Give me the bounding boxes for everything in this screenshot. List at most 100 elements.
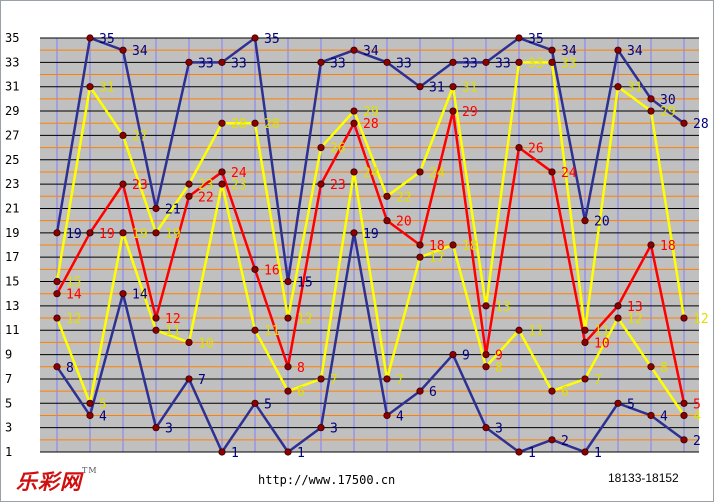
data-label: 34 xyxy=(132,44,148,59)
y-tick-label: 1 xyxy=(5,445,12,459)
data-point xyxy=(152,229,160,237)
data-point xyxy=(152,424,160,432)
data-label: 29 xyxy=(660,105,676,120)
data-point xyxy=(581,326,589,334)
data-point xyxy=(449,83,457,91)
data-label: 24 xyxy=(363,166,379,181)
data-point xyxy=(185,58,193,66)
data-point xyxy=(317,375,325,383)
data-label: 13 xyxy=(627,300,643,315)
y-tick-label: 9 xyxy=(5,348,12,362)
data-point xyxy=(680,411,688,420)
data-point xyxy=(614,314,622,322)
y-tick-label: 17 xyxy=(5,250,19,264)
data-label: 1 xyxy=(528,446,536,461)
data-label: 2 xyxy=(561,434,569,449)
data-point xyxy=(581,217,589,225)
data-label: 14 xyxy=(66,288,82,303)
y-tick-label: 23 xyxy=(5,177,19,191)
y-tick-label: 35 xyxy=(5,31,19,45)
data-label: 4 xyxy=(99,409,107,424)
data-point xyxy=(680,399,688,407)
data-point xyxy=(86,411,94,420)
data-label: 18 xyxy=(660,239,676,254)
data-label: 11 xyxy=(264,324,280,339)
data-label: 19 xyxy=(99,227,115,242)
data-point xyxy=(218,58,226,66)
series-lines xyxy=(55,36,686,454)
data-point xyxy=(86,83,94,91)
data-label: 33 xyxy=(330,56,346,71)
series-line xyxy=(55,231,685,454)
data-label: 11 xyxy=(165,324,181,339)
data-label: 34 xyxy=(561,44,577,59)
data-label: 28 xyxy=(363,117,379,132)
data-label: 19 xyxy=(165,227,181,242)
data-label: 31 xyxy=(99,81,115,96)
data-point xyxy=(449,107,457,115)
data-label: 5 xyxy=(627,397,635,412)
data-label: 12 xyxy=(627,312,643,327)
data-point xyxy=(449,58,457,66)
data-label: 4 xyxy=(660,409,668,424)
data-point xyxy=(317,424,325,432)
y-tick-label: 25 xyxy=(5,153,19,167)
data-point xyxy=(647,363,655,371)
data-label: 19 xyxy=(132,227,148,242)
y-tick-label: 7 xyxy=(5,372,12,386)
data-label: 10 xyxy=(594,336,610,351)
data-point xyxy=(416,83,424,91)
data-point xyxy=(251,326,259,334)
data-point xyxy=(251,34,259,42)
data-label: 1 xyxy=(594,446,602,461)
data-point xyxy=(647,411,655,420)
data-label: 28 xyxy=(693,117,709,132)
data-label: 5 xyxy=(693,397,701,412)
y-tick-label: 13 xyxy=(5,299,19,313)
data-label: 33 xyxy=(231,56,247,71)
data-point xyxy=(53,290,61,298)
y-tick-label: 33 xyxy=(5,55,19,69)
data-point xyxy=(185,192,193,200)
data-label: 23 xyxy=(231,178,247,193)
data-label: 5 xyxy=(264,397,272,412)
data-label: 8 xyxy=(297,361,305,376)
y-tick-label: 29 xyxy=(5,104,19,118)
data-label: 33 xyxy=(495,56,511,71)
data-label: 4 xyxy=(693,409,701,424)
data-label: 33 xyxy=(396,56,412,71)
data-label: 33 xyxy=(198,56,214,71)
data-point xyxy=(53,314,61,322)
data-label: 12 xyxy=(693,312,709,327)
data-label: 15 xyxy=(297,276,313,291)
data-label: 24 xyxy=(231,166,247,181)
data-point xyxy=(581,338,589,347)
data-label: 29 xyxy=(462,105,478,120)
data-point xyxy=(350,229,358,237)
data-point xyxy=(119,229,127,237)
data-point xyxy=(119,290,127,298)
data-label: 35 xyxy=(528,32,544,47)
data-point xyxy=(416,241,424,249)
data-label: 7 xyxy=(396,373,404,388)
data-label: 31 xyxy=(429,81,445,96)
data-point xyxy=(482,58,490,66)
data-point xyxy=(185,338,193,347)
data-point xyxy=(548,436,556,444)
data-point xyxy=(581,448,589,456)
data-point xyxy=(119,46,127,54)
data-point xyxy=(86,399,94,407)
data-label: 31 xyxy=(462,81,478,96)
data-point xyxy=(383,217,391,225)
data-label: 18 xyxy=(462,239,478,254)
data-point xyxy=(350,46,358,54)
data-label: 4 xyxy=(396,409,404,424)
y-tick-label: 21 xyxy=(5,201,19,215)
logo-trademark: TM xyxy=(82,466,98,475)
data-label: 1 xyxy=(231,446,239,461)
data-point xyxy=(317,143,325,152)
data-point xyxy=(218,168,226,176)
data-label: 14 xyxy=(132,288,148,303)
data-label: 27 xyxy=(132,129,148,144)
